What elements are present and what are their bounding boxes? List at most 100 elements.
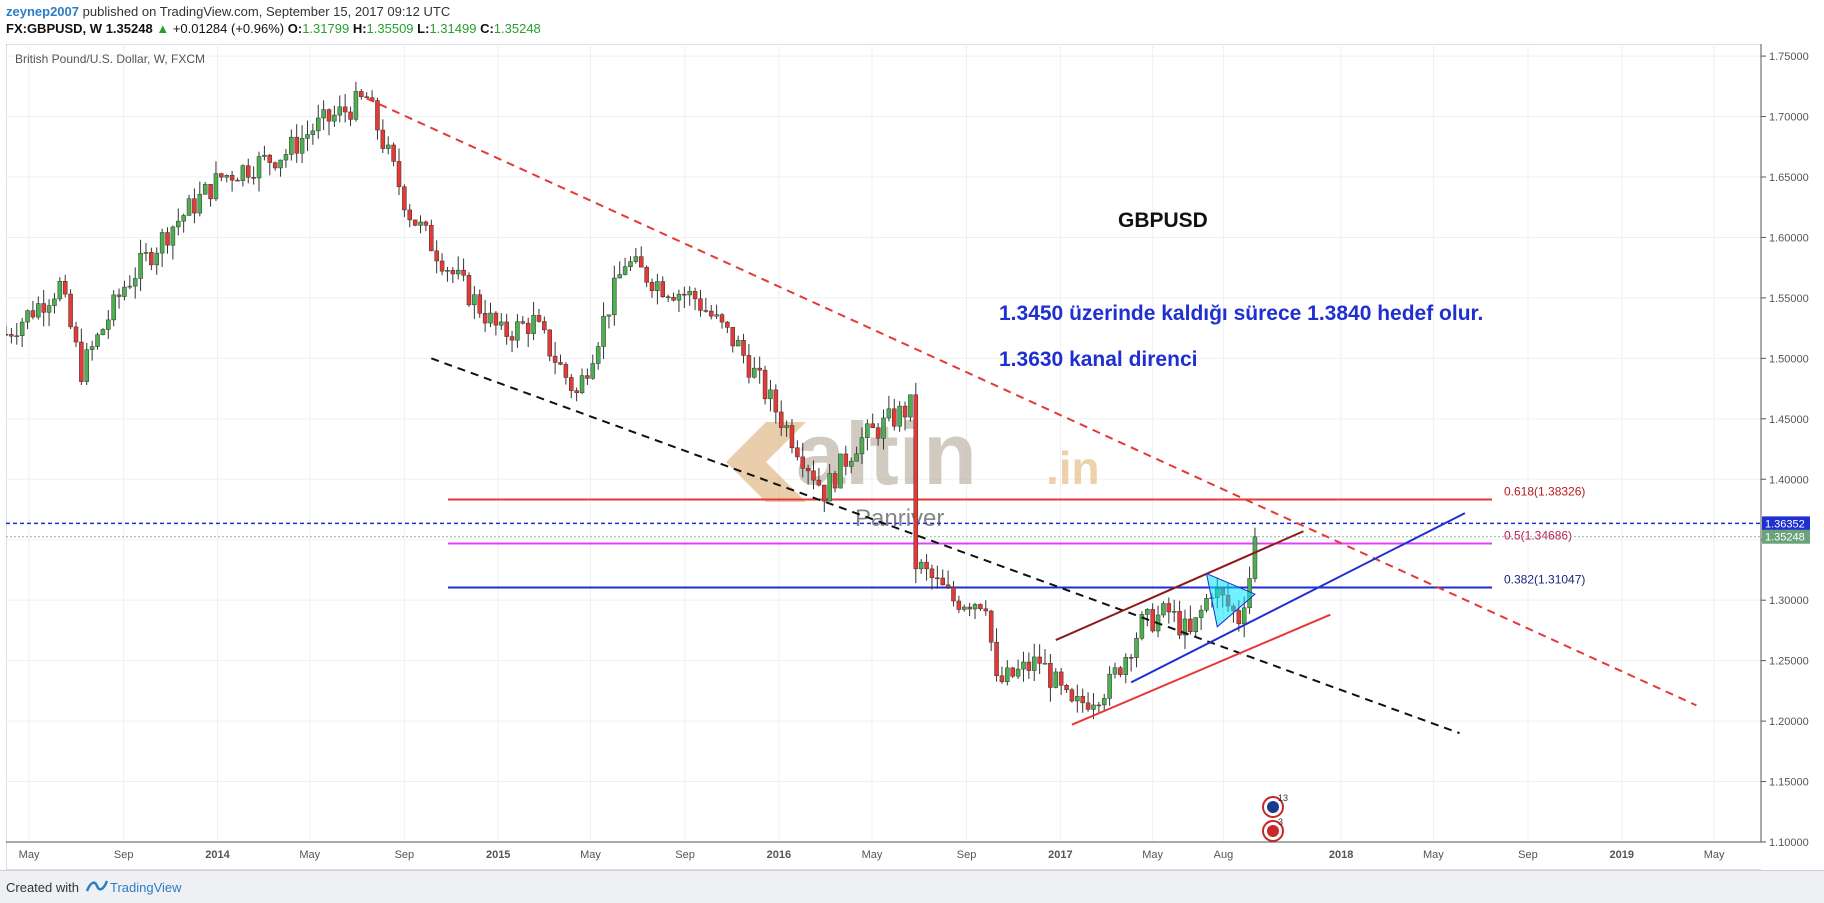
candle-body	[703, 310, 709, 312]
trend-line-blue-channel	[1130, 512, 1466, 684]
change-value: +0.01284 (+0.96%)	[172, 21, 285, 36]
candle-body	[617, 274, 622, 279]
y-tick-label: 1.25000	[1769, 656, 1809, 668]
candle-body	[682, 293, 687, 296]
candle-body	[633, 256, 639, 262]
x-tick-label: May	[862, 849, 883, 861]
candle-body	[875, 427, 881, 439]
low-value: 1.31499	[429, 21, 477, 36]
candle-body	[1091, 704, 1096, 710]
candle-body	[14, 335, 20, 337]
candle-body	[321, 109, 326, 119]
candle-body	[962, 606, 967, 610]
candle-body	[445, 270, 450, 272]
candle-body	[385, 144, 391, 149]
close-label: C:	[480, 21, 494, 36]
tradingview-link[interactable]: TradingView	[110, 880, 182, 895]
candle-body	[579, 375, 585, 394]
candle-body	[68, 293, 73, 328]
y-tick-label: 1.55000	[1769, 293, 1809, 305]
watermark-logo-icon	[726, 422, 806, 502]
candle-body	[504, 321, 509, 337]
candle-body	[585, 375, 590, 379]
candle-body	[1042, 662, 1048, 665]
candle-body	[638, 256, 644, 268]
candle-body	[784, 425, 789, 428]
candle-body	[46, 305, 52, 313]
chart-title: British Pound/U.S. Dollar, W, FXCM	[15, 52, 205, 66]
candle-body	[897, 405, 902, 427]
fib-level-label: 0.5(1.34686)	[1504, 529, 1572, 543]
candle-body	[455, 269, 461, 275]
candle-body	[811, 470, 816, 481]
candle-body	[407, 209, 413, 221]
candle-body	[116, 294, 122, 297]
candle-body	[956, 600, 962, 610]
candle-body	[170, 226, 176, 246]
chart-background	[5, 43, 1819, 871]
x-tick-label: Sep	[957, 849, 977, 861]
footer: Created with TradingView	[0, 870, 1824, 903]
candle-body	[9, 334, 14, 337]
x-tick-label: 2019	[1610, 849, 1634, 861]
x-tick-label: May	[1423, 849, 1444, 861]
candle-body	[477, 294, 482, 314]
candle-body	[752, 367, 757, 378]
annotation-symbol: GBPUSD	[1118, 209, 1208, 232]
candle-body	[305, 134, 310, 139]
chart-frame[interactable]: altin .in Panriver 0.618(1.38326) 0.5(1.346…	[3, 43, 1819, 871]
candle-body	[671, 297, 676, 301]
candle-body	[859, 437, 865, 455]
candle-body	[132, 278, 138, 287]
candle-body	[735, 340, 741, 347]
candle-body	[251, 177, 256, 179]
y-tick-label: 1.60000	[1769, 232, 1809, 244]
candle-body	[935, 577, 940, 580]
candle-body	[429, 225, 434, 252]
candle-body	[181, 215, 186, 222]
flag-gb-icon	[1267, 801, 1279, 813]
candle-body	[1193, 617, 1198, 632]
candle-body	[434, 250, 439, 262]
candle-body	[310, 130, 316, 135]
candle-body	[595, 346, 601, 364]
y-tick-label: 1.50000	[1769, 353, 1809, 365]
candle-body	[1161, 603, 1166, 616]
candle-body	[219, 173, 224, 178]
y-tick-label: 1.20000	[1769, 716, 1809, 728]
triangle-pattern	[1205, 572, 1256, 628]
tradingview-logo-icon	[85, 879, 109, 896]
candle-body	[757, 367, 762, 371]
candle-body	[816, 479, 822, 486]
y-tick-label: 1.65000	[1769, 172, 1809, 184]
candle-body	[461, 269, 466, 276]
candle-body	[832, 473, 838, 489]
candle-body	[865, 423, 870, 438]
candle-body	[918, 561, 924, 570]
candle-body	[1037, 656, 1042, 664]
candle-body	[267, 154, 273, 163]
publish-info: zeynep2007 published on TradingView.com,…	[6, 4, 450, 19]
high-label: H:	[352, 21, 367, 36]
candle-body	[472, 294, 477, 306]
candle-body	[89, 346, 95, 350]
candle-body	[606, 314, 612, 317]
x-tick-label: 2016	[767, 849, 791, 861]
candle-body	[1048, 662, 1053, 688]
candle-body	[972, 604, 978, 610]
candle-body	[106, 319, 111, 330]
candle-body	[940, 577, 945, 586]
open-value: 1.31799	[302, 21, 350, 36]
candle-body	[569, 377, 574, 391]
candle-body	[1150, 609, 1155, 632]
candle-body	[665, 296, 671, 298]
candle-body	[315, 117, 321, 132]
author-link[interactable]: zeynep2007	[6, 4, 79, 19]
candle-body	[590, 363, 596, 379]
candle-body	[197, 193, 203, 214]
candle-body	[122, 286, 127, 297]
candle-body	[628, 261, 633, 267]
candle-body	[1177, 611, 1182, 636]
candle-body	[176, 220, 181, 228]
